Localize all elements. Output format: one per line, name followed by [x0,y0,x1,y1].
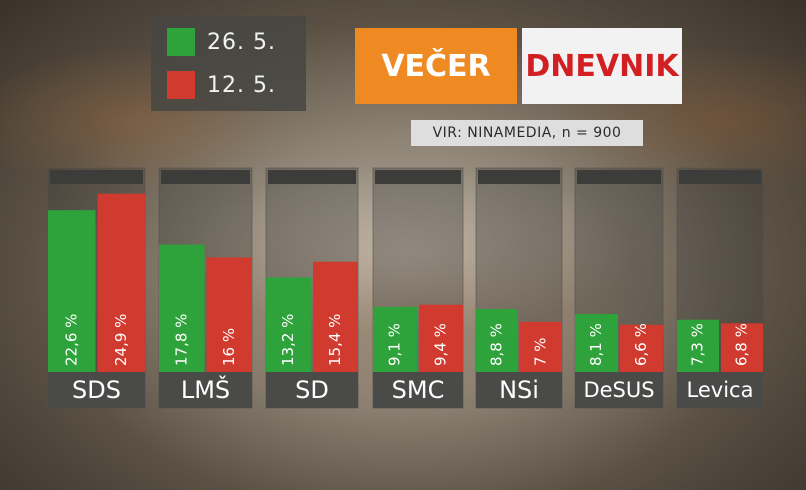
party-label-box [373,372,463,408]
bar-value-label: 6,6 % [632,323,650,366]
party-label: DeSUS [583,378,654,402]
party-label: NSi [499,376,539,404]
group-header-strip [375,170,461,184]
bar-nsi-may26 [476,308,518,372]
party-label-box [575,372,663,408]
bar-desus-may12 [620,324,663,372]
party-label-box [476,372,562,408]
party-label: SMC [392,376,445,404]
bar-value-label: 8,1 % [587,323,605,366]
bar-value-label: 9,1 % [386,323,404,366]
legend-label: 12. 5. [207,72,276,98]
legend-label: 26. 5. [207,29,276,55]
bar-nsi-may12 [520,321,562,372]
group-header-strip [577,170,661,184]
bar-sd-may12 [313,261,358,372]
vecer-logo: VEČER [355,28,517,104]
bar-levica-may26 [677,319,719,372]
bar-value-label: 16 % [220,328,238,366]
bar-lmš-may26 [159,244,205,372]
source-label: VIR: NINAMEDIA, n = 900 [411,120,643,146]
legend-swatch-green [167,28,195,56]
bar-value-label: 22,6 % [62,314,80,366]
legend: 26. 5. 12. 5. [151,16,306,111]
party-label-box [266,372,358,408]
bar-value-label: 8,8 % [488,323,506,366]
bar-value-label: 7 % [532,337,550,366]
bar-sds-may12 [97,193,145,372]
bar-desus-may26 [575,314,618,372]
bar-levica-may12 [721,323,763,372]
bar-value-label: 9,4 % [432,323,450,366]
group-header-strip [268,170,356,184]
party-label-box [48,372,145,408]
party-label: SDS [72,376,121,404]
bar-value-label: 24,9 % [112,314,130,366]
bar-value-label: 7,3 % [689,323,707,366]
bar-sd-may26 [266,277,311,372]
group-header-strip [161,170,250,184]
legend-item-second: 12. 5. [167,71,276,99]
bar-smc-may12 [419,304,463,372]
bar-value-label: 15,4 % [326,314,344,366]
group-header-strip [679,170,761,184]
group-header-strip [478,170,560,184]
party-label: LMŠ [181,374,230,404]
legend-item-first: 26. 5. [167,28,276,56]
bar-lmš-may12 [206,257,252,372]
legend-swatch-red [167,71,195,99]
group-header-strip [50,170,143,184]
party-label-box [159,372,252,408]
party-label: SD [295,376,329,404]
bar-value-label: 17,8 % [172,314,190,366]
party-label: Levica [687,378,754,402]
dnevnik-logo: DNEVNIK [522,28,682,104]
bar-sds-may26 [48,210,96,372]
party-label-box [677,372,763,408]
bar-value-label: 6,8 % [733,323,751,366]
bar-value-label: 13,2 % [279,314,297,366]
bar-smc-may26 [373,306,417,372]
